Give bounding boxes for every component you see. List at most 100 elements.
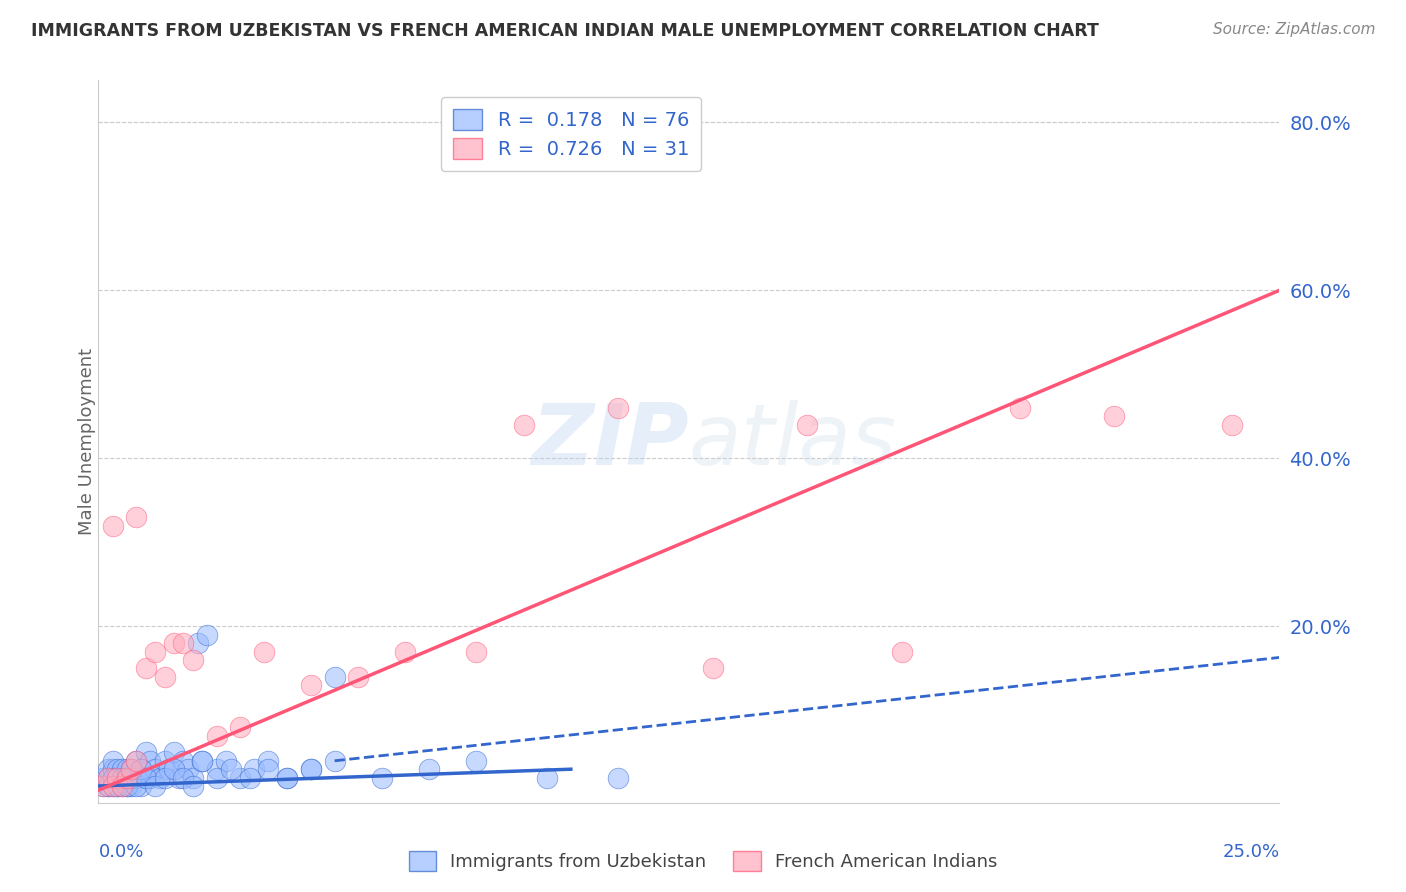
Point: [143, 762, 166, 776]
Point: [125, 771, 148, 785]
Point: [125, 779, 148, 793]
Point: [125, 754, 148, 768]
Point: [229, 771, 252, 785]
Point: [153, 754, 176, 768]
Point: [205, 771, 228, 785]
Point: [1220, 417, 1243, 432]
Point: [323, 670, 346, 684]
Point: [257, 754, 280, 768]
Point: [394, 644, 416, 658]
Text: atlas: atlas: [689, 400, 897, 483]
Point: [97, 771, 120, 785]
Point: [177, 762, 200, 776]
Point: [125, 754, 148, 768]
Point: [536, 771, 558, 785]
Legend: R =  0.178   N = 76, R =  0.726   N = 31: R = 0.178 N = 76, R = 0.726 N = 31: [441, 97, 700, 170]
Point: [91, 771, 114, 785]
Point: [796, 417, 818, 432]
Point: [163, 745, 186, 759]
Point: [276, 771, 298, 785]
Point: [219, 762, 242, 776]
Point: [121, 762, 143, 776]
Point: [181, 779, 204, 793]
Point: [418, 762, 440, 776]
Point: [205, 762, 228, 776]
Text: IMMIGRANTS FROM UZBEKISTAN VS FRENCH AMERICAN INDIAN MALE UNEMPLOYMENT CORRELATI: IMMIGRANTS FROM UZBEKISTAN VS FRENCH AME…: [31, 22, 1099, 40]
Point: [215, 754, 238, 768]
Point: [167, 771, 190, 785]
Point: [129, 762, 152, 776]
Point: [135, 771, 157, 785]
Point: [1102, 409, 1125, 424]
Point: [105, 771, 128, 785]
Point: [153, 670, 176, 684]
Point: [129, 762, 152, 776]
Point: [1008, 401, 1031, 415]
Point: [101, 762, 124, 776]
Point: [299, 762, 322, 776]
Point: [115, 771, 138, 785]
Point: [111, 779, 134, 793]
Point: [111, 771, 134, 785]
Point: [121, 771, 143, 785]
Point: [890, 644, 912, 658]
Point: [97, 779, 120, 793]
Point: [101, 771, 124, 785]
Point: [172, 636, 194, 650]
Point: [181, 771, 204, 785]
Point: [347, 670, 370, 684]
Point: [229, 720, 252, 734]
Point: [607, 771, 630, 785]
Point: [205, 729, 228, 743]
Point: [253, 644, 276, 658]
Point: [371, 771, 394, 785]
Point: [239, 771, 262, 785]
Point: [105, 779, 128, 793]
Point: [299, 678, 322, 692]
Text: ZIP: ZIP: [531, 400, 689, 483]
Point: [135, 771, 157, 785]
Point: [243, 762, 266, 776]
Point: [105, 779, 128, 793]
Point: [157, 762, 180, 776]
Point: [139, 754, 162, 768]
Point: [101, 779, 124, 793]
Point: [135, 661, 157, 675]
Point: [115, 762, 138, 776]
Point: [101, 779, 124, 793]
Point: [299, 762, 322, 776]
Point: [607, 401, 630, 415]
Point: [91, 779, 114, 793]
Point: [121, 779, 143, 793]
Point: [105, 762, 128, 776]
Point: [143, 644, 166, 658]
Legend: Immigrants from Uzbekistan, French American Indians: Immigrants from Uzbekistan, French Ameri…: [402, 844, 1004, 879]
Point: [702, 661, 724, 675]
Text: Source: ZipAtlas.com: Source: ZipAtlas.com: [1212, 22, 1375, 37]
Point: [125, 510, 148, 524]
Point: [512, 417, 534, 432]
Point: [111, 779, 134, 793]
Point: [111, 771, 134, 785]
Point: [465, 644, 488, 658]
Point: [105, 771, 128, 785]
Point: [97, 771, 120, 785]
Point: [97, 762, 120, 776]
Point: [129, 779, 152, 793]
Point: [323, 754, 346, 768]
Point: [115, 779, 138, 793]
Text: 0.0%: 0.0%: [98, 843, 143, 861]
Point: [91, 779, 114, 793]
Text: 25.0%: 25.0%: [1222, 843, 1279, 861]
Point: [149, 771, 172, 785]
Point: [276, 771, 298, 785]
Point: [121, 762, 143, 776]
Point: [172, 771, 194, 785]
Point: [101, 518, 124, 533]
Point: [111, 762, 134, 776]
Point: [191, 754, 214, 768]
Point: [181, 653, 204, 667]
Point: [139, 771, 162, 785]
Point: [187, 636, 209, 650]
Y-axis label: Male Unemployment: Male Unemployment: [79, 348, 96, 535]
